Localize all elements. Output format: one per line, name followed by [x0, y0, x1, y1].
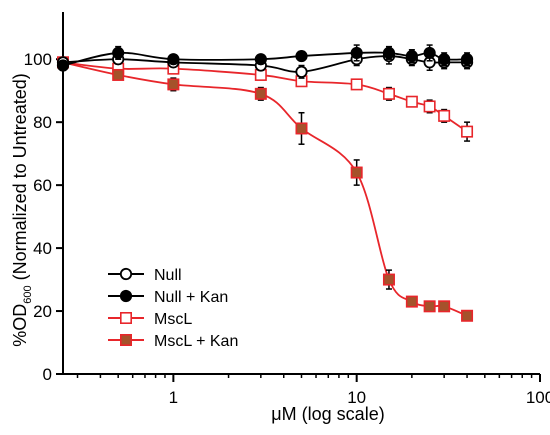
legend-item: Null	[108, 267, 182, 284]
legend-marker	[119, 289, 133, 303]
y-tick-label: 20	[33, 302, 52, 321]
data-point	[438, 53, 451, 66]
legend-marker	[120, 311, 133, 324]
series-layer	[56, 44, 474, 322]
data-point	[405, 95, 418, 108]
data-point	[405, 49, 418, 63]
data-point	[438, 109, 451, 122]
data-point	[461, 309, 474, 322]
y-tick-label: 100	[24, 50, 52, 69]
x-axis-title: μM (log scale)	[271, 404, 384, 424]
y-tick-label: 80	[33, 113, 52, 132]
legend-label: Null	[154, 267, 182, 284]
data-point	[295, 122, 308, 135]
data-point	[382, 46, 396, 60]
y-axis-title-subscript: 600	[22, 285, 34, 303]
y-axis-title-main: %OD	[10, 304, 30, 347]
y-tick-label: 60	[33, 176, 52, 195]
legend-label: MscL	[154, 311, 192, 328]
data-point	[438, 300, 451, 313]
data-point	[112, 68, 125, 81]
x-tick-label: 100	[526, 388, 550, 407]
series-mscl-kan	[56, 56, 474, 322]
legend-item: MscL	[108, 311, 192, 328]
data-point	[167, 53, 180, 66]
data-point	[461, 125, 474, 138]
y-axis-title: %OD600 (Normalized to Untreated)	[10, 73, 34, 346]
data-point	[254, 87, 267, 100]
data-point	[254, 53, 267, 66]
legend-item: Null + Kan	[108, 289, 228, 306]
y-tick-label: 40	[33, 239, 52, 258]
data-point	[350, 46, 363, 60]
y-axis-title-rest: (Normalized to Untreated)	[10, 73, 30, 285]
x-tick-label: 1	[169, 388, 178, 407]
legend-item: MscL + Kan	[108, 333, 238, 350]
data-point	[423, 100, 436, 113]
data-point	[423, 300, 436, 313]
legend-label: Null + Kan	[154, 289, 228, 306]
data-point	[167, 78, 180, 91]
data-point	[460, 53, 474, 66]
legend-label: MscL + Kan	[154, 333, 238, 350]
legend-marker	[119, 267, 133, 281]
data-point	[112, 46, 125, 60]
data-point	[350, 78, 363, 91]
data-point	[350, 166, 363, 179]
legend-marker	[120, 333, 133, 346]
data-point	[295, 49, 308, 63]
data-point	[295, 65, 308, 78]
data-point	[405, 295, 418, 308]
y-tick-label: 0	[43, 365, 52, 384]
data-point	[382, 273, 395, 286]
axes: 0 20 40 60 80 100 1 10 100	[24, 12, 550, 407]
data-point	[382, 87, 395, 100]
data-point	[56, 59, 70, 72]
legend: Null Null + Kan MscL MscL + Kan	[108, 267, 238, 350]
data-point	[423, 46, 436, 60]
series-null-kan	[56, 44, 474, 72]
x-tick-label: 10	[347, 388, 366, 407]
